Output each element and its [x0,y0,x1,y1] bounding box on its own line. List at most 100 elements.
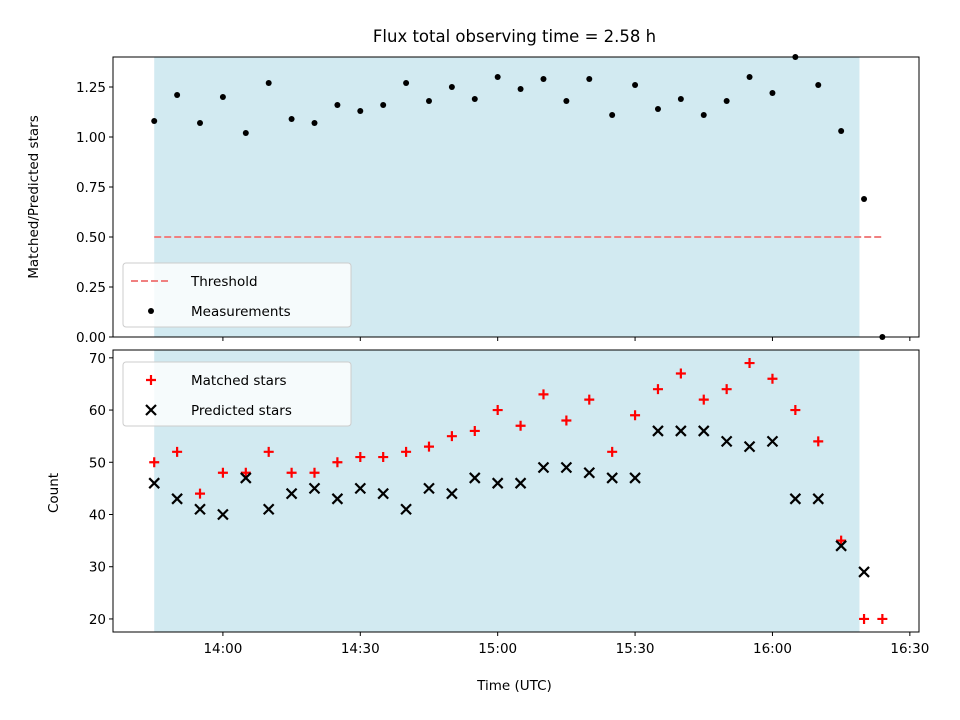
x-tick-label: 14:30 [341,641,380,657]
measurement-point [197,120,204,126]
matched-stars-point [263,446,274,457]
predicted-stars-point [308,482,321,495]
measurement-point [265,80,272,86]
y-tick-label: 1.25 [76,80,106,96]
ratio-panel: Flux total observing time = 2.58 h Match… [26,27,920,346]
measurement-point [586,76,593,82]
matched-stars-point [836,535,847,546]
count-panel: Count Time (UTC) 20 30 40 50 60 70 14:00 14:30… [46,349,929,694]
ratio-series [151,54,886,340]
measurement-point [288,116,295,122]
legend-ratio: Threshold Measurements [122,262,352,328]
measurement-point [838,128,845,134]
measurement-point [219,94,226,100]
legend-label: Predicted stars [191,403,292,419]
matched-stars-point [355,452,366,463]
predicted-stars-point [446,487,458,500]
y-axis-label-ratio: Matched/Predicted stars [26,115,42,278]
legend-matched-handle [146,375,156,385]
matched-stars-point [561,415,572,426]
predicted-stars-point [629,472,641,484]
measurement-point [174,92,181,98]
measurement-point [815,82,822,88]
measurement-point [517,86,524,92]
y-tick-label: 70 [89,351,106,367]
matched-stars-point [877,613,888,624]
predicted-stars-point [240,472,252,484]
matched-stars-point [378,452,389,463]
matched-stars-point [767,373,778,384]
y-tick-label: 40 [89,508,106,524]
matched-stars-point [240,467,251,478]
count-series [148,358,888,624]
y-ticks-count: 20 30 40 50 60 70 [89,351,113,628]
predicted-stars-point [812,493,825,505]
measurement-point [242,130,249,136]
measurement-point [151,118,158,124]
measurement-point [403,80,410,86]
measurement-point [540,76,547,82]
predicted-stars-point [835,540,847,552]
predicted-stars-point [491,477,504,489]
legend-label: Measurements [191,304,291,320]
predicted-stars-point [354,482,367,495]
matched-stars-point [790,405,801,416]
predicted-stars-point [469,472,481,484]
measurement-point [357,108,364,114]
axes-frame-ratio [112,56,920,338]
predicted-stars-point [652,425,664,437]
predicted-stars-point [217,508,229,521]
matched-stars-point [584,394,595,405]
y-tick-label: 0.50 [76,230,106,246]
y-ticks-ratio: 0.00 0.25 0.50 0.75 1.00 1.25 [76,80,113,346]
x-tick-label: 14:00 [203,641,242,657]
predicted-stars-point [377,487,389,500]
matched-stars-point [149,457,160,468]
matched-stars-point [675,368,686,379]
x-tick-label: 15:00 [478,641,517,657]
y-tick-label: 60 [89,403,106,419]
measurement-point [494,74,501,80]
measurement-point [380,102,387,108]
legend-box [122,361,352,427]
measurement-point [769,90,776,96]
measurement-point [632,82,639,88]
measurement-point [723,98,730,104]
matched-stars-point [401,446,412,457]
legend-box [122,262,352,328]
x-ticks-ratio [222,337,911,341]
predicted-stars-point [285,487,298,500]
y-tick-label: 0.75 [76,180,106,196]
predicted-stars-point [560,461,573,474]
measurement-point [471,96,478,102]
measurement-point [700,112,707,118]
measurement-point [448,84,455,90]
measurement-point [609,112,616,118]
measurement-point [425,98,432,104]
y-tick-label: 0.25 [76,280,106,296]
legend-label: Matched stars [191,373,287,389]
matched-stars-point [721,384,732,395]
matched-stars-point [172,446,183,457]
measurement-point [563,98,570,104]
axes-frame-count [112,349,920,633]
predicted-stars-point [606,472,618,484]
matched-stars-point [446,431,457,442]
predicted-stars-point [423,482,435,495]
predicted-stars-point [789,493,802,505]
predicted-stars-point [675,425,687,437]
matched-stars-point [652,384,663,395]
predicted-stars-point [583,466,596,479]
y-tick-label: 1.00 [76,130,106,146]
matched-stars-point [538,389,549,400]
measurement-point [861,196,868,202]
y-tick-label: 0.00 [76,330,106,346]
measurement-point [677,96,684,102]
x-ticks-count: 14:00 14:30 15:00 15:30 16:00 16:30 [203,632,929,657]
matched-stars-point [423,441,434,452]
x-tick-label: 15:30 [616,641,655,657]
matched-stars-point [217,467,228,478]
legend-label: Threshold [190,274,258,290]
y-tick-label: 30 [89,560,106,576]
